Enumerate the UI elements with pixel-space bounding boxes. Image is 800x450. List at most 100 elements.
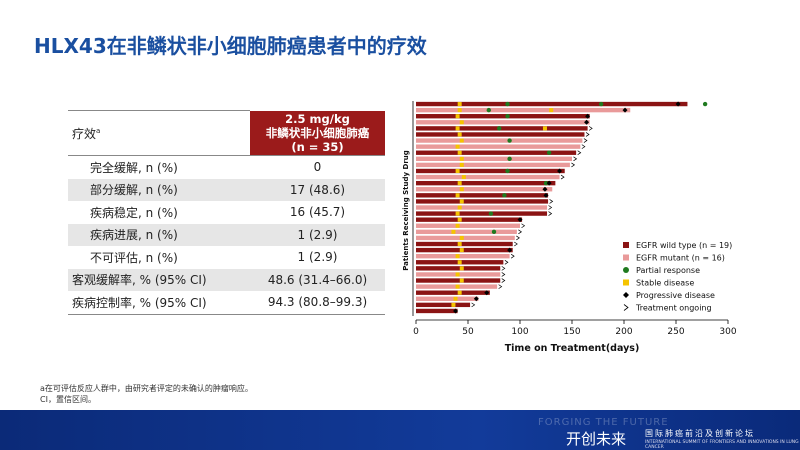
stable-disease [459,138,464,143]
treatment-ongoing [588,126,593,131]
table-row: 不可评估, n (%) 1 (2.9) [68,246,385,269]
treatment-ongoing [501,272,506,277]
row-label: 不可评估, n (%) [90,250,178,265]
legend-swatch [623,254,629,261]
legend-symbol [623,267,629,273]
treatment-bar [416,114,590,119]
x-tick-label: 200 [615,327,632,337]
treatment-ongoing [501,266,506,271]
treatment-bar [416,162,570,168]
stable-disease [459,162,464,167]
treatment-ongoing [521,223,526,229]
header-line: 2.5 mg/kg [285,111,350,126]
treatment-bar [416,253,510,259]
footnote: a在可评估反应人群中，由研究者评定的未确认的肿瘤响应。 [40,384,253,393]
stable-disease [457,181,462,186]
treatment-ongoing [577,150,582,156]
footer-brand: 开创未来 [566,430,627,448]
row-label: 疾病进展, n (%) [68,223,250,246]
treatment-ongoing [471,302,476,308]
treatment-bar [416,150,577,155]
table-row: 部分缓解, n (%) 17 (48.6) [68,178,385,201]
x-tick-label: 100 [511,327,528,337]
treatment-bar [416,120,590,125]
x-tick-label: 300 [719,327,736,337]
partial-response [507,156,512,162]
partial-response [488,211,494,216]
stable-disease [459,187,464,192]
legend-symbol [623,304,629,311]
treatment-ongoing [571,162,576,168]
stable-disease [457,108,462,113]
progressive-disease [585,113,591,119]
note-mark: a [96,126,101,135]
x-axis-label: Time on Treatment(days) [505,343,640,354]
treatment-bar [416,168,565,174]
treatment-bar [416,211,548,216]
treatment-ongoing [583,138,588,143]
stable-disease [457,242,462,247]
table-row: 完全缓解, n (%) 0 [68,156,385,179]
treatment-bar [416,229,517,235]
legend-label: Treatment ongoing [635,304,712,313]
stable-disease [455,193,460,198]
partial-response [502,193,507,198]
row-value: 1 (2.9) [250,223,385,246]
stable-disease [549,108,554,113]
row-value: 16 (45.7) [289,205,346,220]
treatment-ongoing [573,156,578,162]
stable-disease [457,260,462,265]
treatment-bar [416,205,548,210]
treatment-bar [416,101,688,107]
treatment-bar [416,174,560,180]
legend-symbol [623,279,629,286]
treatment-ongoing [501,278,506,283]
stable-disease [455,114,460,119]
progressive-disease [675,101,681,107]
stable-disease [455,144,460,149]
row-label: 完全缓解, n (%) [90,160,178,175]
stable-disease [455,211,460,216]
row-value: 17 (48.6) [250,178,385,201]
footer-forum: 国际肺癌前沿及创新论坛 [645,429,755,438]
treatment-bar [416,180,556,186]
stable-disease [459,248,464,253]
progressive-disease [542,186,548,192]
treatment-ongoing [514,241,518,247]
treatment-bar [416,302,471,308]
legend-label: EGFR mutant (n = 16) [636,254,725,263]
treatment-bar [416,199,549,204]
header-text: 疗效 [72,126,97,141]
table-row: 疾病控制率, % (95% CI) 94.3 (80.8–99.3) [68,291,385,315]
partial-response [497,126,502,131]
legend-swatch [623,242,629,248]
treatment-bar [416,107,631,113]
partial-response [505,114,510,119]
stable-disease [455,254,460,259]
treatment-bar [416,247,513,253]
x-tick-label: 0 [413,327,419,337]
group-header: 2.5 mg/kg 非鳞状非小细胞肺癌 (n = 35) [250,110,385,156]
legend-label: Partial response [636,266,700,275]
progressive-disease [473,296,479,302]
slide-title: HLX43在非鳞状非小细胞肺癌患者中的疗效 [34,34,427,58]
progressive-disease [507,247,513,253]
progressive-disease [622,107,628,113]
header-label: 疗效a [68,110,250,156]
treatment-bar [416,266,501,271]
table-row: 疾病进展, n (%) 1 (2.9) [68,223,385,246]
row-value: 0 [313,160,322,175]
x-tick-label: 150 [563,327,580,337]
stable-disease [455,223,460,228]
treatment-ongoing [549,199,554,204]
treatment-bar [416,156,572,162]
stable-disease [455,272,460,277]
treatment-bar [416,126,588,131]
legend-label: EGFR wild type (n = 19) [636,241,732,250]
row-label: 客观缓解率, % (95% CI) [68,268,250,291]
stable-disease [542,126,547,131]
treatment-bar [416,235,515,241]
legend-symbol [623,292,629,298]
treatment-bar [416,144,581,149]
treatment-bar [416,290,490,295]
